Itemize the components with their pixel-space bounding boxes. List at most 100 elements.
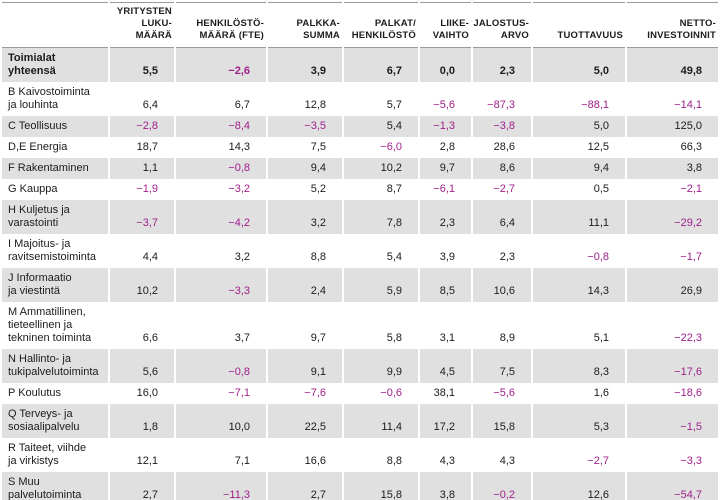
value-cell: −2,1 [680,183,702,195]
value-cell: −3,8 [473,116,531,137]
value-cell: 4,3 [439,455,455,467]
value-cell: 9,7 [310,332,326,344]
row-label: F Rakentaminen [2,158,108,179]
column-header: NETTO- INVESTOINNIT [627,2,718,48]
value-cell: −6,0 [380,141,402,153]
value-cell: 3,2 [268,200,342,234]
value-cell: −8,4 [176,116,266,137]
value-cell: 0,5 [593,183,609,195]
value-cell: −5,6 [493,387,515,399]
row-label: R Taiteet, viihde ja virkistys [8,442,87,467]
value-cell: −3,3 [680,455,702,467]
value-cell: 12,6 [533,472,625,500]
row-label: H Kuljetus ja varastointi [2,200,108,234]
value-cell: 8,5 [420,268,471,302]
value-cell: −88,1 [581,99,609,111]
value-cell: 9,9 [344,349,418,383]
value-cell: 5,4 [344,116,418,137]
table-row: M Ammatillinen, tieteellinen ja tekninen… [2,302,718,349]
table-row: S Muu palvelutoiminta 2,7 −11,3 2,7 15,8 3,8… [2,472,718,500]
value-cell: −4,2 [176,200,266,234]
table-row: N Hallinto- ja tukipalvelutoiminta 5,6 −0… [2,349,718,383]
value-cell: −3,3 [176,268,266,302]
value-cell: −29,2 [627,200,718,234]
corner-cell [2,2,108,48]
value-cell: 5,5 [110,48,174,82]
value-cell: −87,3 [487,99,515,111]
value-cell: 0,0 [420,48,471,82]
value-cell: 10,2 [110,268,174,302]
value-cell: 8,9 [499,332,515,344]
value-cell: −2,7 [587,455,609,467]
value-cell: 7,8 [344,200,418,234]
value-cell: 2,3 [420,200,471,234]
value-cell: 7,5 [473,349,531,383]
row-label: S Muu palvelutoiminta [2,472,108,500]
row-label: B Kaivostoiminta ja louhinta [8,86,90,111]
value-cell: 8,6 [473,158,531,179]
value-cell: 12,5 [587,141,609,153]
value-cell: −0,8 [587,251,609,263]
value-cell: 22,5 [268,404,342,438]
value-cell: −1,3 [420,116,471,137]
column-header: TUOTTAVUUS [533,2,625,48]
value-cell: −1,9 [136,183,158,195]
row-label: M Ammatillinen, tieteellinen ja tekninen… [8,306,92,344]
value-cell: 5,0 [533,48,625,82]
column-header: LIIKE- VAIHTO [420,2,471,48]
value-cell: 4,5 [420,349,471,383]
row-label: I Majoitus- ja ravitsemistoiminta [8,238,97,263]
value-cell: 16,0 [136,387,158,399]
value-cell: −54,7 [627,472,718,500]
value-cell: 9,1 [268,349,342,383]
value-cell: 10,0 [176,404,266,438]
value-cell: −2,7 [493,183,515,195]
value-cell: 5,4 [386,251,402,263]
value-cell: −22,3 [674,332,702,344]
column-header: PALKKA- SUMMA [268,2,342,48]
row-label: G Kauppa [8,183,58,195]
value-cell: 3,9 [268,48,342,82]
value-cell: 8,3 [533,349,625,383]
value-cell: 4,3 [499,455,515,467]
row-label: Toimialat yhteensä [2,48,108,82]
table-row: I Majoitus- ja ravitsemistoiminta 4,4 3,2… [2,234,718,268]
value-cell: 5,0 [533,116,625,137]
value-cell: 5,9 [344,268,418,302]
table-header: YRITYSTEN LUKU- MÄÄRÄ HENKILÖSTÖ- MÄÄRÄ (… [2,2,718,48]
table-row: F Rakentaminen 1,1 −0,8 9,4 10,2 9,7 8,6 9,4 3,… [2,158,718,179]
value-cell: 49,8 [627,48,718,82]
value-cell: 4,4 [142,251,158,263]
table-row: D,E Energia 18,7 14,3 7,5 −6,0 2,8 28,6 12,5 66… [2,137,718,158]
value-cell: 18,7 [136,141,158,153]
value-cell: 16,6 [304,455,326,467]
value-cell: 6,4 [473,200,531,234]
row-label: C Teollisuus [2,116,108,137]
value-cell: 10,6 [473,268,531,302]
column-header: PALKAT/ HENKILÖSTÖ [344,2,418,48]
table-row: Toimialat yhteensä 5,5 −2,6 3,9 6,7 0,0 2,3 5,… [2,48,718,82]
value-cell: 11,4 [344,404,418,438]
value-cell: −3,5 [268,116,342,137]
value-cell: −14,1 [674,99,702,111]
value-cell: 12,8 [304,99,326,111]
value-cell: 66,3 [680,141,702,153]
table-row: J Informaatio ja viestintä 10,2 −3,3 2,4 5,… [2,268,718,302]
table-row: Q Terveys- ja sosiaalipalvelu 1,8 10,0 22,… [2,404,718,438]
column-header: JALOSTUS- ARVO [473,2,531,48]
value-cell: 6,7 [344,48,418,82]
table-row: G Kauppa −1,9 −3,2 5,2 8,7 −6,1 −2,7 0,5 −2,1 [2,179,718,200]
value-cell: 1,6 [593,387,609,399]
value-cell: −17,6 [627,349,718,383]
value-cell: 2,8 [439,141,455,153]
value-cell: 6,7 [234,99,250,111]
value-cell: 2,7 [110,472,174,500]
row-label: P Koulutus [8,387,62,399]
value-cell: −3,7 [110,200,174,234]
value-cell: 9,4 [268,158,342,179]
value-cell: −1,5 [627,404,718,438]
value-cell: 1,1 [110,158,174,179]
value-cell: 14,3 [228,141,250,153]
value-cell: 9,7 [420,158,471,179]
